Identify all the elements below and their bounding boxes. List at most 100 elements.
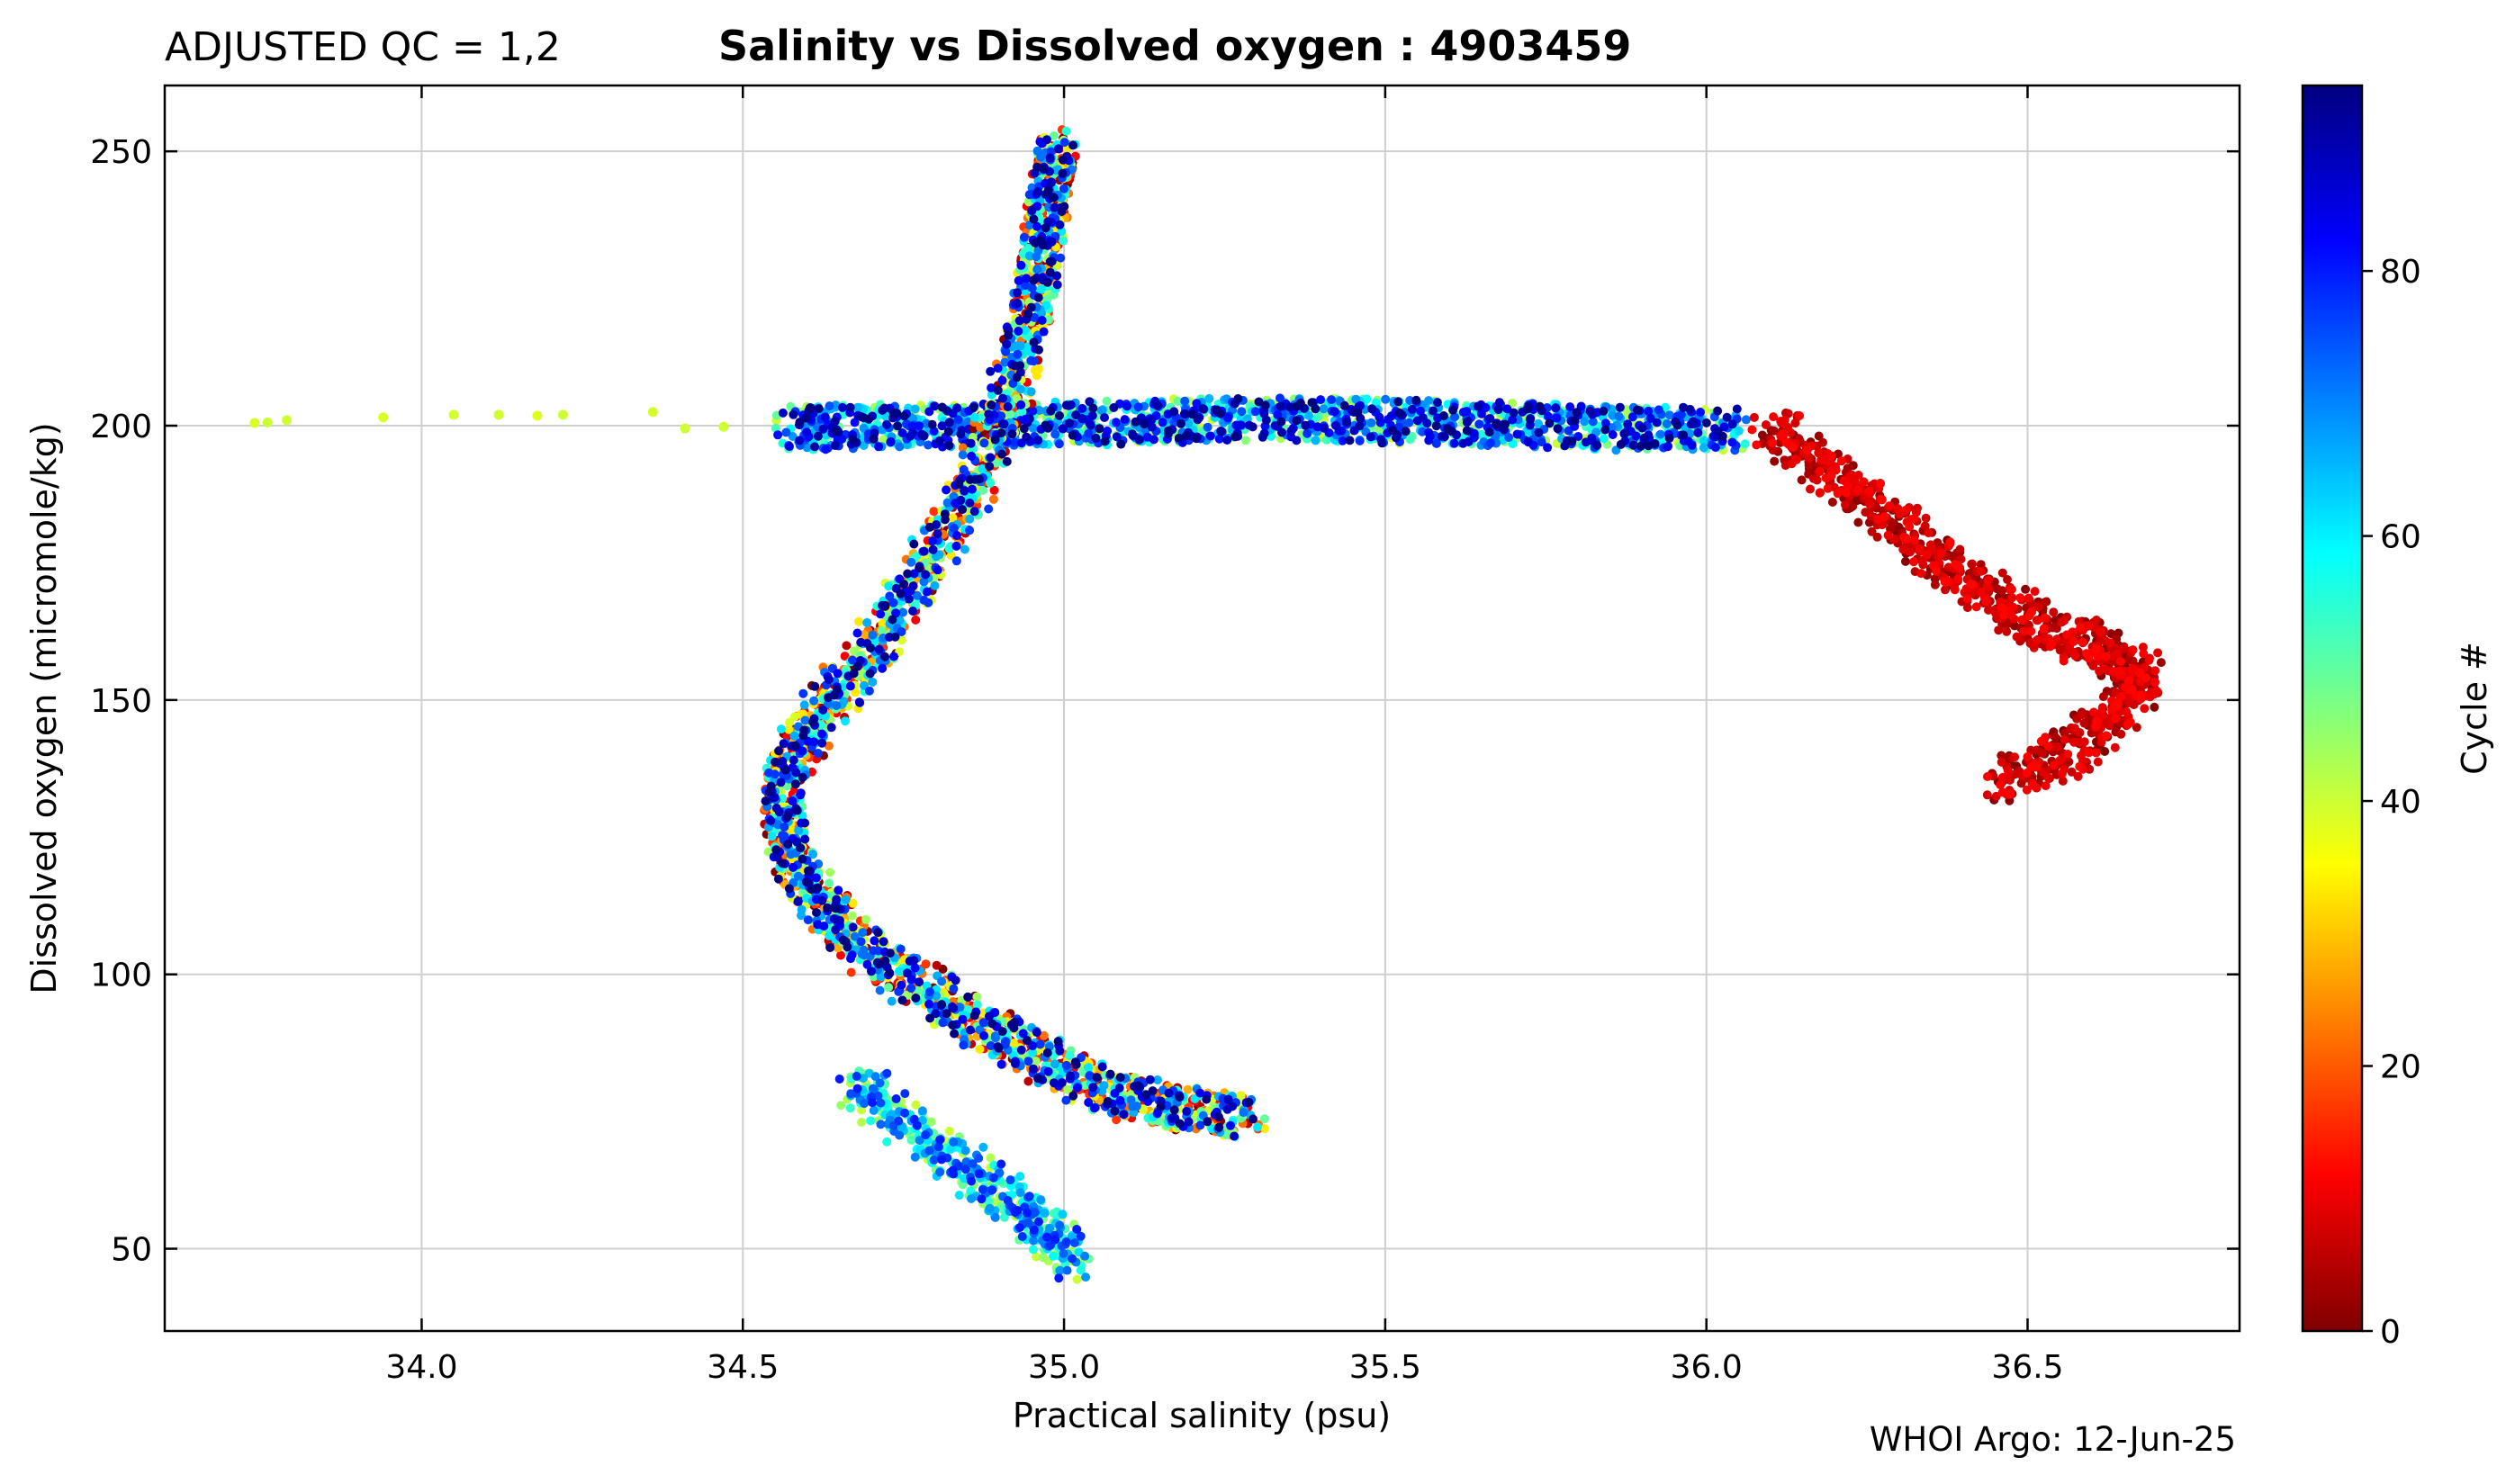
data-point: [1046, 406, 1056, 416]
data-point: [772, 852, 782, 862]
data-point: [1184, 1117, 1194, 1127]
data-point: [845, 402, 855, 412]
data-point: [1924, 528, 1934, 538]
data-point: [798, 772, 807, 782]
data-point: [2005, 775, 2015, 785]
data-point: [1650, 439, 1660, 448]
data-point: [845, 681, 855, 691]
data-point: [1028, 406, 1038, 416]
data-point: [878, 618, 888, 628]
data-point: [1055, 220, 1065, 229]
data-point: [1422, 418, 1432, 428]
data-point: [1182, 1106, 1192, 1116]
data-point: [1086, 420, 1095, 430]
data-point: [1057, 1078, 1067, 1087]
data-point: [854, 616, 864, 626]
data-point: [849, 646, 859, 656]
data-point: [1941, 585, 1950, 595]
data-point: [1526, 415, 1535, 425]
data-point: [1339, 400, 1349, 410]
data-point: [876, 972, 886, 982]
data-point: [1474, 419, 1484, 429]
data-point: [848, 898, 858, 908]
data-point: [1013, 349, 1023, 359]
data-point: [2033, 616, 2042, 625]
data-point: [808, 850, 818, 859]
data-point: [1916, 569, 1926, 579]
data-point: [942, 1009, 951, 1019]
data-point: [1915, 544, 1925, 553]
data-point: [1463, 417, 1473, 426]
data-point: [1043, 185, 1053, 195]
data-point: [985, 1012, 994, 1021]
data-point: [1071, 1060, 1081, 1069]
data-point: [2153, 648, 2163, 658]
data-point: [824, 741, 834, 751]
data-point: [780, 822, 789, 832]
data-point: [1366, 418, 1376, 427]
data-point: [282, 415, 293, 426]
data-point: [997, 449, 1006, 459]
data-point: [915, 563, 924, 573]
data-point: [1699, 436, 1708, 445]
data-point: [1956, 554, 1966, 564]
data-point: [1652, 418, 1662, 427]
data-point: [2150, 666, 2160, 676]
data-point: [799, 725, 809, 735]
data-point: [1663, 442, 1672, 452]
data-point: [1034, 345, 1043, 355]
data-point: [1024, 190, 1034, 200]
data-point: [986, 1041, 996, 1050]
data-point: [807, 885, 816, 895]
data-point: [949, 491, 959, 501]
data-point: [1997, 568, 2007, 578]
data-point: [1619, 429, 1629, 438]
data-point: [1112, 1115, 1122, 1125]
data-point: [1222, 436, 1232, 445]
data-point: [928, 544, 938, 554]
data-point: [998, 393, 1007, 403]
data-point: [880, 956, 890, 966]
data-point: [906, 431, 915, 441]
data-point: [1215, 409, 1225, 418]
data-point: [1997, 772, 2007, 782]
data-point: [965, 475, 975, 484]
data-point: [1509, 408, 1519, 418]
data-point: [2030, 587, 2040, 597]
data-point: [956, 429, 966, 439]
data-point: [967, 451, 977, 461]
data-point: [965, 498, 975, 508]
data-point: [1202, 1094, 1212, 1104]
data-point: [1192, 434, 1202, 444]
data-point: [2008, 602, 2018, 612]
data-point: [1175, 1119, 1185, 1129]
data-point: [1131, 417, 1140, 427]
data-point: [996, 411, 1006, 421]
data-point: [896, 589, 906, 598]
data-point: [2122, 707, 2132, 716]
data-point: [836, 950, 845, 960]
data-point: [1237, 407, 1247, 417]
data-point: [1016, 1045, 1026, 1055]
data-point: [885, 949, 895, 958]
data-point: [908, 581, 918, 591]
data-point: [951, 556, 961, 566]
data-point: [907, 421, 917, 431]
data-point: [895, 442, 905, 452]
data-point: [1002, 339, 1012, 349]
data-point: [868, 630, 878, 640]
data-point: [1044, 315, 1054, 325]
data-point: [1002, 456, 1012, 466]
data-point: [986, 478, 996, 488]
data-point: [940, 509, 950, 519]
data-point: [1286, 426, 1296, 436]
data-point: [2060, 728, 2069, 738]
data-point: [1122, 401, 1131, 411]
data-point: [922, 587, 932, 597]
data-point: [1776, 417, 1786, 427]
data-point: [1119, 1110, 1129, 1120]
data-point: [2093, 757, 2103, 767]
data-point: [1859, 477, 1869, 487]
data-point: [999, 419, 1009, 429]
data-point: [2057, 769, 2067, 778]
